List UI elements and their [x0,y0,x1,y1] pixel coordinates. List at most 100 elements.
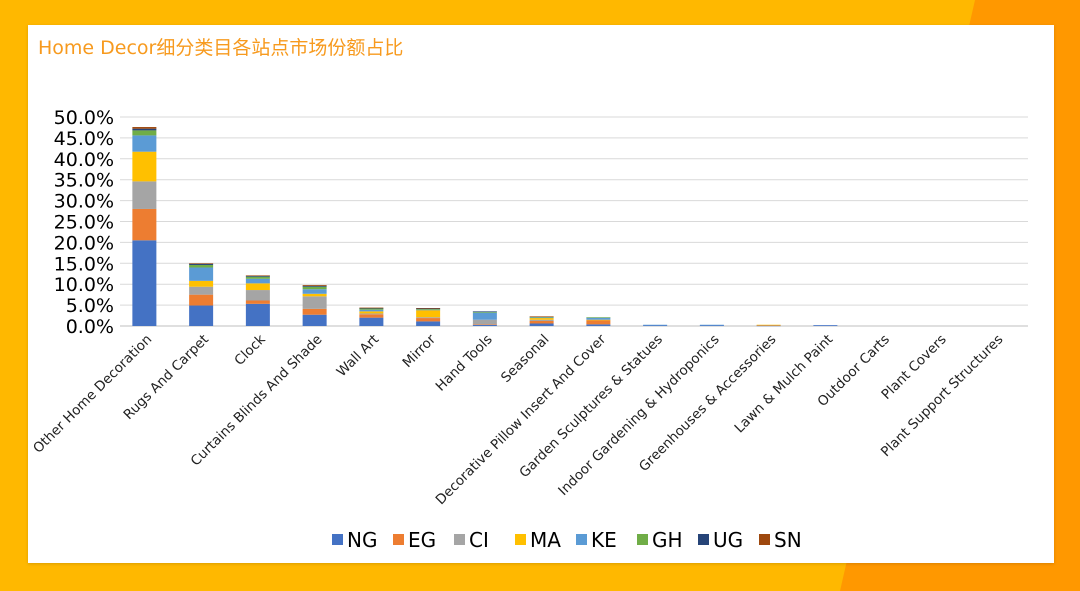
bar-segment-sn[interactable] [302,285,327,286]
bar-segment-ng[interactable] [189,305,214,326]
bar-segment-ma[interactable] [359,311,384,314]
bar-segment-ng[interactable] [132,240,157,326]
bar-segment-ng[interactable] [359,317,384,326]
bar-segment-eg[interactable] [472,324,497,325]
bar-segment-ke[interactable] [586,317,611,320]
bar-segment-ke[interactable] [302,289,327,294]
y-tick-label: 0.0% [66,316,114,338]
legend-swatch-sn [759,534,770,545]
x-tick-label: Clock [231,331,268,368]
bar-segment-ke[interactable] [359,309,384,312]
bar-segment-eg[interactable] [416,318,441,322]
bar-segment-ci[interactable] [416,317,441,319]
bar-segment-ma[interactable] [302,293,327,297]
bar-segment-ci[interactable] [245,290,270,301]
x-tick-label: Mirror [400,331,440,371]
chart-card: Home Decor细分类目各站点市场份额占比 0.0% 5.0% 10.0% 15.… [28,25,1054,563]
bar-segment-ng[interactable] [416,321,441,326]
bar-segment-ma[interactable] [245,283,270,291]
bar-segment-ke[interactable] [699,324,724,326]
bar-segment-ci[interactable] [359,313,384,315]
bar-segment-ma[interactable] [756,324,781,326]
bar-segment-ng[interactable] [302,314,327,326]
bar-segment-ug[interactable] [189,263,214,265]
bar-segment-ug[interactable] [132,128,157,131]
legend-label-eg: EG [408,528,436,552]
bar-segment-ci[interactable] [132,181,157,209]
bar-segment-ci[interactable] [529,319,554,321]
bar-segment-gh[interactable] [189,264,214,268]
legend-label-gh: GH [652,528,683,552]
bar-segment-eg[interactable] [529,320,554,324]
bar-segment-ma[interactable] [189,280,214,287]
bar-segment-ma[interactable] [416,310,441,318]
bar-segment-ke[interactable] [245,278,270,284]
bar-segment-eg[interactable] [189,294,214,306]
bar-segment-ci[interactable] [302,296,327,309]
bar-segment-ng[interactable] [699,325,724,326]
legend-swatch-ng [332,534,343,545]
bar-segment-ci[interactable] [189,286,214,295]
bar-segment-gh[interactable] [416,308,441,310]
bar-segment-ma[interactable] [529,318,554,320]
x-tick-label: Plant Support Structures [878,332,1007,461]
bar-segment-gh[interactable] [132,130,157,136]
bar-segment-ke[interactable] [472,312,497,320]
bar-segment-gh[interactable] [586,317,611,318]
bar-segment-gh[interactable] [529,316,554,318]
bar-segment-sn[interactable] [359,307,384,309]
bar-segment-eg[interactable] [359,314,384,318]
y-tick-label: 15.0% [54,253,114,275]
bar-segment-ng[interactable] [756,325,781,327]
y-tick-label: 5.0% [66,295,114,317]
y-tick-label: 35.0% [54,170,114,192]
legend-label-ug: UG [713,528,743,552]
y-tick-label: 10.0% [54,274,114,296]
bar-segment-gh[interactable] [472,311,497,313]
y-tick-label: 45.0% [54,128,114,150]
bar-segment-sn[interactable] [416,308,441,309]
bar-segment-eg[interactable] [245,300,270,304]
bar-segment-ma[interactable] [132,151,157,182]
legend-swatch-ci [454,534,465,545]
bar-segment-ke[interactable] [529,317,554,319]
legend-label-sn: SN [774,528,802,552]
bar-segment-ma[interactable] [586,319,611,321]
bar-segment-ng[interactable] [813,325,838,326]
bar-segment-eg[interactable] [302,308,327,315]
bar-segment-ug[interactable] [245,275,270,277]
bar-segment-ng[interactable] [643,325,668,326]
bar-segment-gh[interactable] [302,286,327,290]
bar-segment-ng[interactable] [586,324,611,326]
bar-segment-sn[interactable] [245,275,270,277]
bar-segment-ug[interactable] [472,311,497,312]
bar-segment-ng[interactable] [529,323,554,326]
bar-segment-ng[interactable] [245,303,270,326]
bar-segment-ug[interactable] [359,308,384,309]
x-tick-label: Wall Art [334,332,383,381]
bar-segment-ng[interactable] [472,324,497,326]
legend-label-ma: MA [530,528,561,552]
bar-segment-sn[interactable] [132,127,157,129]
bar-segment-eg[interactable] [586,320,611,325]
bar-segment-ug[interactable] [302,285,327,287]
legend-label-ng: NG [347,528,377,552]
bar-segment-ke[interactable] [132,135,157,152]
bar-segment-sn[interactable] [529,316,554,317]
bar-segment-ke[interactable] [416,309,441,311]
bar-segment-sn[interactable] [189,263,214,264]
legend-swatch-ke [576,534,587,545]
bar-segment-gh[interactable] [359,308,384,310]
bar-segment-eg[interactable] [132,208,157,241]
bar-segment-ci[interactable] [472,319,497,325]
stacked-bar-chart: 0.0%5.0%10.0%15.0%20.0%25.0%30.0%35.0%40… [30,107,1028,552]
bar-segment-ug[interactable] [416,308,441,310]
bar-segment-ke[interactable] [189,267,214,281]
bar-segment-ke[interactable] [643,324,668,326]
legend-swatch-eg [393,534,404,545]
y-tick-label: 30.0% [54,191,114,213]
bar-segment-eg[interactable] [756,325,781,326]
bar-segment-gh[interactable] [245,276,270,279]
chart-title: Home Decor细分类目各站点市场份额占比 [38,37,404,59]
legend-swatch-ug [698,534,709,545]
